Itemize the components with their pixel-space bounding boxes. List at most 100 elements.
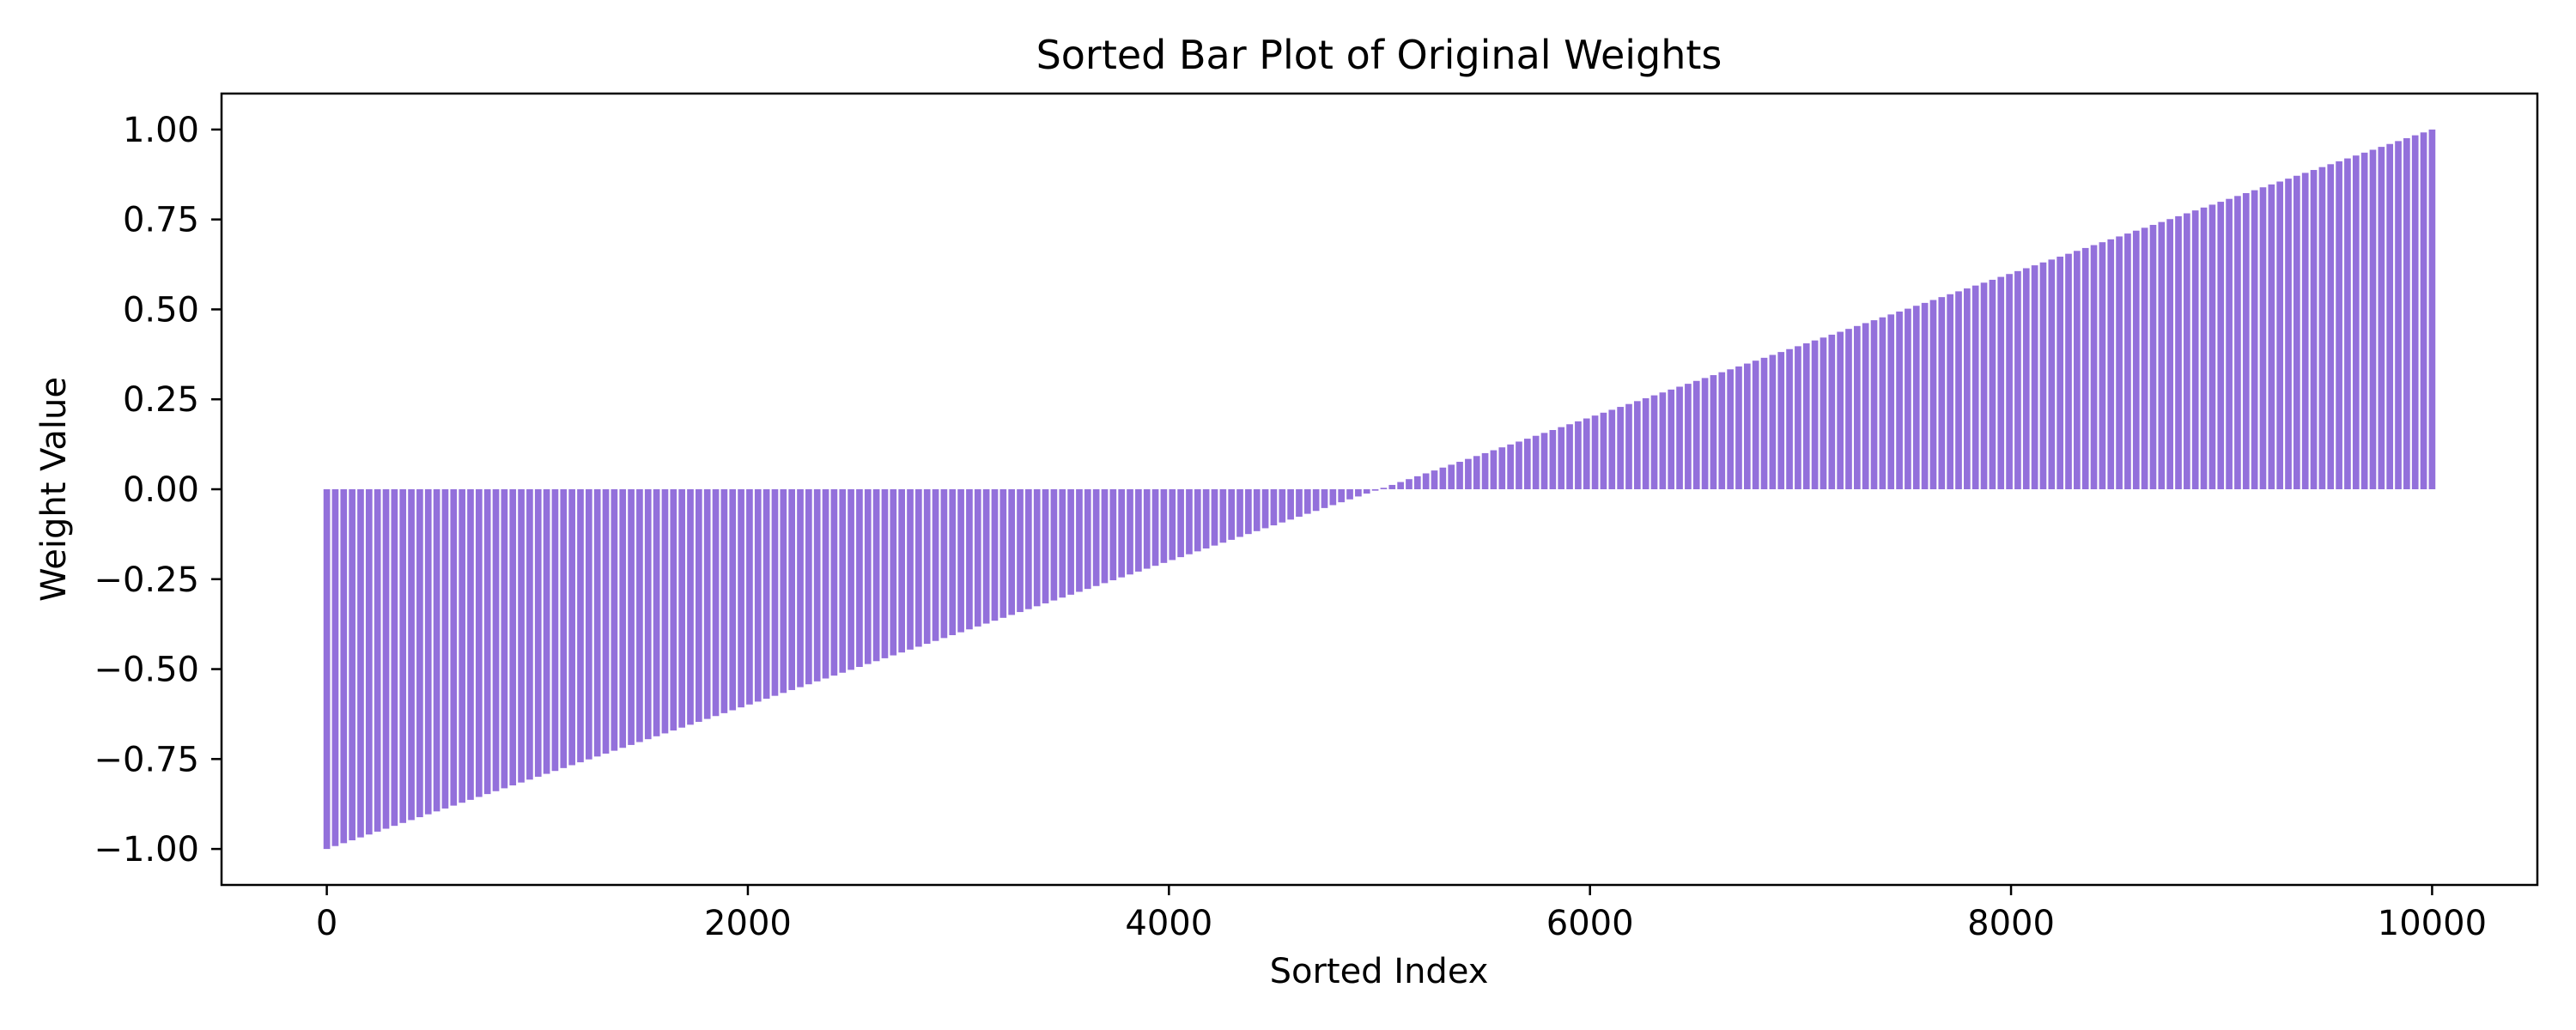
bar	[2166, 219, 2173, 489]
bar	[349, 489, 355, 840]
bar	[602, 489, 610, 754]
bar	[2420, 132, 2427, 489]
x-tick-label: 10000	[2378, 904, 2487, 943]
bar	[2074, 251, 2081, 489]
bar	[2327, 164, 2335, 490]
bar	[2090, 245, 2098, 489]
bar	[1997, 276, 2005, 489]
y-axis-label: Weight Value	[34, 377, 74, 602]
bar	[2124, 233, 2131, 489]
bar	[1862, 323, 1869, 489]
bar	[501, 489, 508, 789]
bar	[1321, 489, 1328, 508]
bar	[1219, 489, 1227, 543]
bar	[1802, 343, 1810, 489]
bar	[2276, 181, 2284, 489]
bar	[1363, 489, 1370, 494]
bar	[1346, 489, 1353, 500]
bar	[2057, 257, 2063, 489]
bar	[678, 489, 685, 728]
bar	[2116, 236, 2123, 489]
bar	[416, 489, 423, 818]
bar	[1811, 340, 1819, 489]
bar	[1795, 346, 1801, 489]
y-tick-label: 0.50	[123, 290, 199, 330]
bar	[1566, 424, 1573, 489]
bar	[374, 489, 381, 832]
bar	[771, 489, 779, 696]
bar	[365, 489, 373, 835]
bar	[433, 489, 440, 812]
bar	[2099, 242, 2106, 489]
bar	[1701, 378, 1709, 489]
bar	[1388, 484, 1396, 489]
bar	[1921, 302, 1929, 489]
bar	[1312, 489, 1320, 512]
bar	[703, 489, 711, 719]
bar	[2006, 274, 2013, 489]
bar	[957, 489, 964, 633]
bar	[611, 489, 618, 751]
bar	[687, 489, 694, 725]
bar	[712, 489, 720, 717]
bars-group	[323, 129, 2436, 850]
y-tick-label: 0.75	[123, 201, 199, 240]
bar	[1279, 489, 1286, 523]
bar	[2200, 207, 2208, 490]
bar	[813, 489, 821, 682]
bar	[1448, 464, 1455, 489]
bar	[1253, 489, 1261, 531]
bar	[2175, 215, 2182, 489]
bar	[1507, 444, 1514, 489]
bar	[483, 489, 491, 795]
bar	[1397, 482, 1404, 489]
bar	[1912, 306, 1920, 489]
bar	[2158, 221, 2166, 489]
bar	[1718, 372, 1726, 489]
bar	[1261, 489, 1269, 529]
bar	[1118, 489, 1126, 578]
bar	[1287, 489, 1294, 520]
bar	[450, 489, 458, 806]
bar	[2031, 265, 2038, 489]
bar	[1769, 354, 1777, 489]
bar	[340, 489, 348, 844]
bar	[1033, 489, 1041, 607]
bar	[949, 489, 957, 635]
bar	[1685, 384, 1692, 489]
bar	[1870, 320, 1878, 489]
bar	[2301, 173, 2309, 489]
bar	[1516, 441, 1522, 489]
bar	[797, 489, 804, 688]
bar	[475, 489, 483, 797]
bar	[441, 489, 449, 809]
bar	[729, 489, 737, 711]
bar	[1042, 489, 1049, 603]
bar	[467, 489, 474, 800]
bar	[2352, 155, 2360, 489]
bar	[2251, 190, 2258, 489]
bar	[1186, 489, 1193, 554]
chart-title: Sorted Bar Plot of Original Weights	[1036, 32, 1722, 78]
bar	[1887, 314, 1895, 489]
bar	[1549, 429, 1557, 489]
bar	[1659, 392, 1667, 489]
bar	[1211, 489, 1218, 546]
bar	[1786, 348, 1793, 489]
bar	[746, 489, 753, 705]
bar	[805, 489, 812, 685]
bar	[822, 489, 829, 679]
x-tick-label: 8000	[1967, 904, 2055, 943]
bar	[568, 489, 575, 766]
bar	[1245, 489, 1252, 535]
bar	[1017, 489, 1024, 613]
bar	[1380, 488, 1388, 489]
bar	[907, 489, 914, 650]
bar	[1905, 308, 1911, 489]
x-tick-label: 2000	[704, 904, 792, 943]
bar	[408, 489, 415, 821]
bar	[966, 489, 973, 630]
bar	[1465, 458, 1472, 489]
bar	[1456, 462, 1463, 489]
